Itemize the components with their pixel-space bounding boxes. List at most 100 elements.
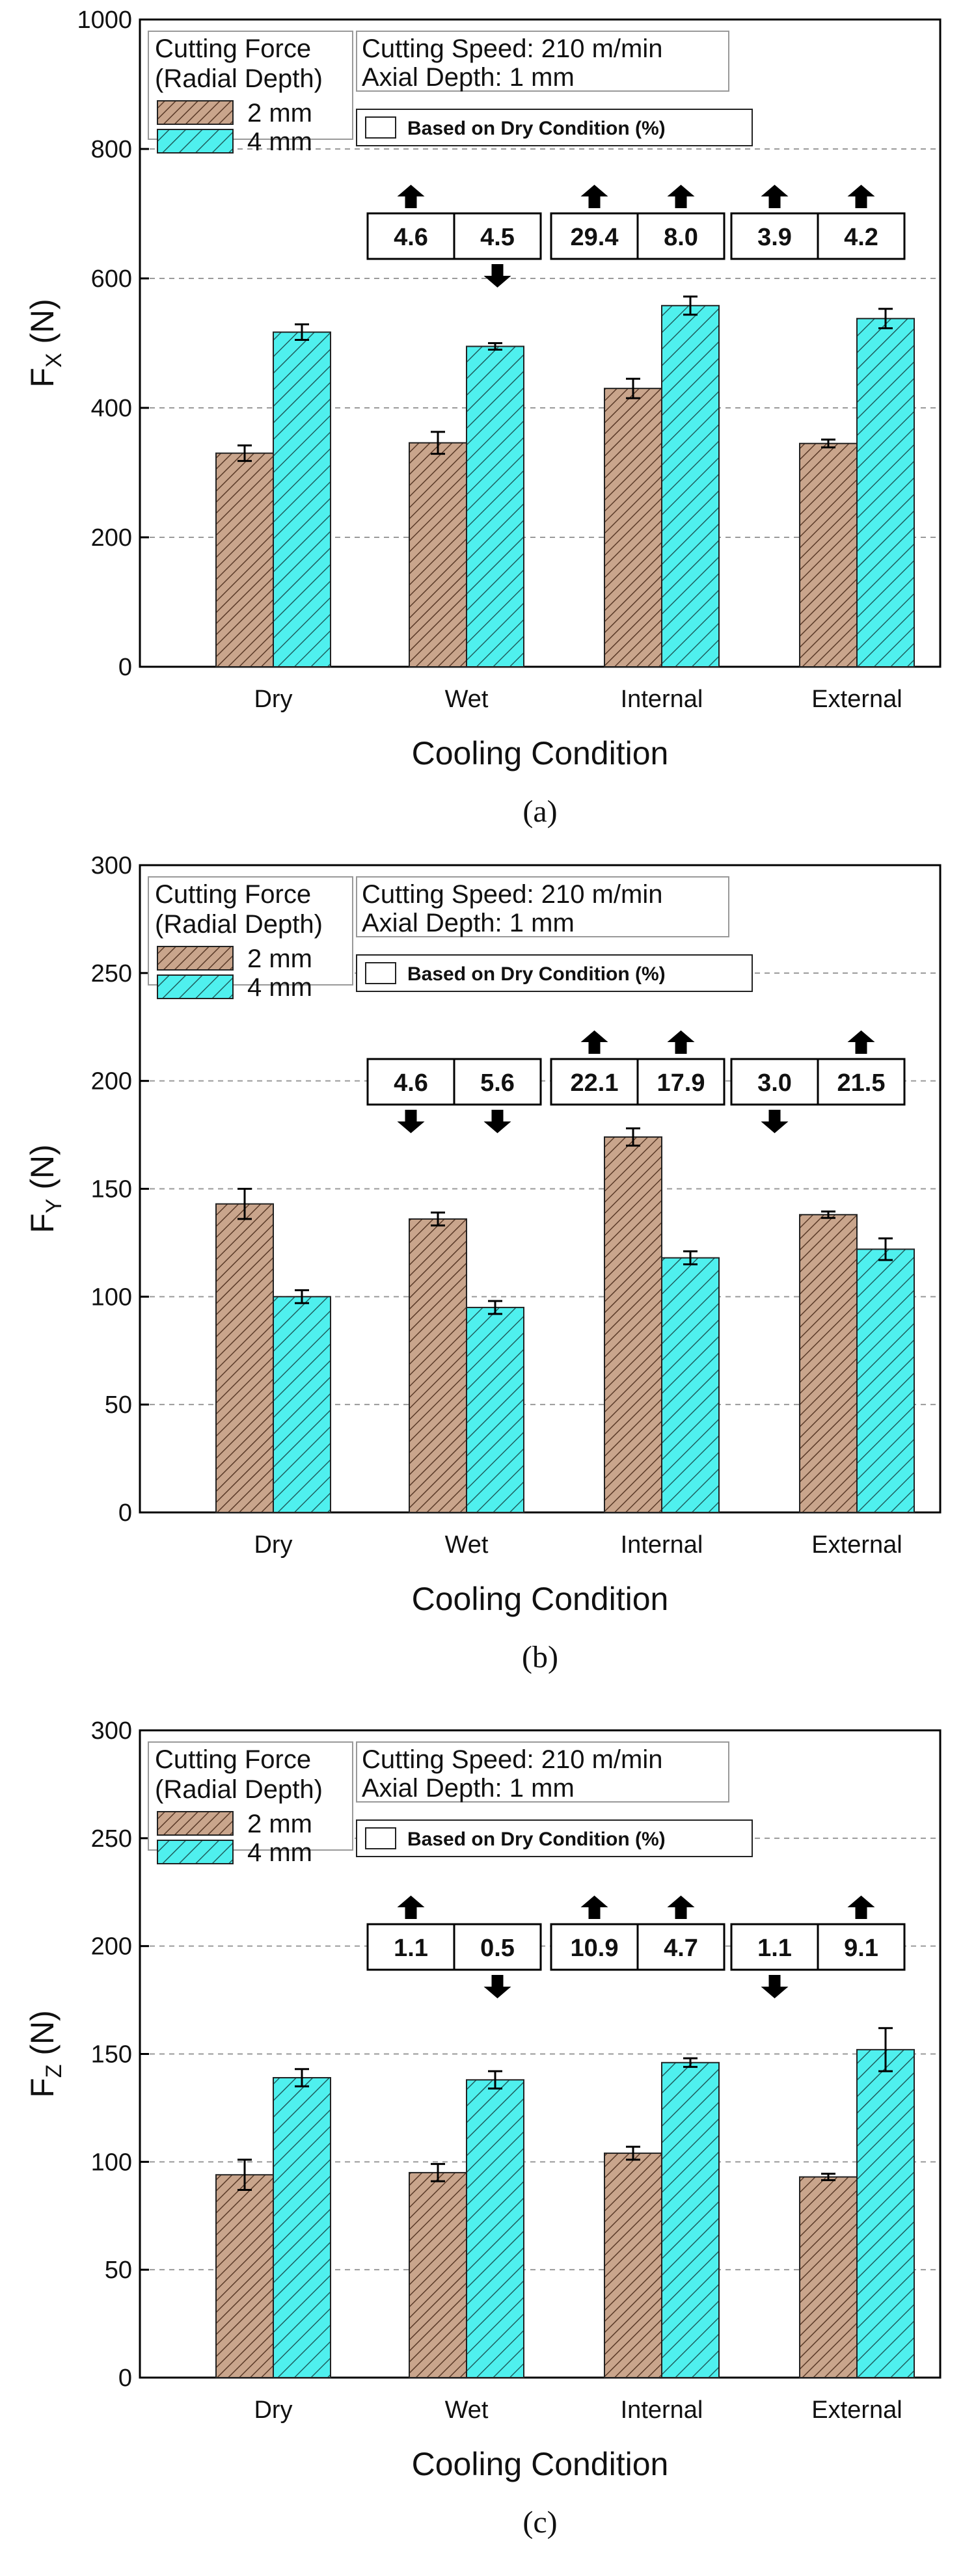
x-axis-title: Cooling Condition <box>412 1581 669 1617</box>
bar-2mm <box>215 2174 274 2378</box>
bar-4mm <box>661 304 720 668</box>
bar-4mm <box>273 2076 331 2378</box>
arrow-down-icon <box>397 1110 425 1133</box>
x-axis-title: Cooling Condition <box>412 735 669 771</box>
based-on-label: Based on Dry Condition (%) <box>407 118 666 139</box>
arrow-up-icon <box>667 185 695 208</box>
error-bar <box>488 2070 502 2090</box>
error-bar <box>878 2027 893 2073</box>
condition-axial-depth: Axial Depth: 1 mm <box>362 909 575 937</box>
legend-swatch-2mm <box>157 1811 234 1836</box>
arrow-up-icon <box>847 1030 875 1054</box>
y-axis-title: FY (N) <box>24 1144 66 1233</box>
x-tick-label: Internal <box>621 686 703 713</box>
error-bar <box>683 2057 698 2068</box>
bar-4mm <box>273 1296 331 1513</box>
percent-change-value: 4.2 <box>844 224 878 251</box>
bar-2mm <box>799 1214 858 1513</box>
y-tick-label: 200 <box>91 1068 132 1095</box>
conditions-box <box>356 876 729 937</box>
y-axis-title: FZ (N) <box>24 2010 66 2098</box>
x-tick-label: Wet <box>445 1531 489 1559</box>
legend-label-4mm: 4 mm <box>247 1838 312 1867</box>
bar-4mm <box>466 345 524 667</box>
error-bar <box>821 2173 835 2182</box>
figure-c: 0 50 100 150 200 250 300 FZ (N) Dry Wet Internal Ex… <box>0 1711 976 2556</box>
legend-label-2mm: 2 mm <box>247 945 312 973</box>
x-tick-label: External <box>811 2396 902 2424</box>
bar-2mm <box>215 452 274 668</box>
percent-change-cell <box>366 1923 455 1971</box>
bar-4mm <box>856 2048 915 2378</box>
bar-4mm <box>856 317 915 667</box>
percent-change-value: 17.9 <box>657 1069 705 1097</box>
y-tick-label: 600 <box>91 265 132 293</box>
legend-title-line1: Cutting Force <box>155 1745 311 1774</box>
figure-caption: (c) <box>522 2505 557 2540</box>
error-bar <box>821 438 835 449</box>
figure-b: 0 50 100 150 200 250 300 FY (N) Dry Wet Internal Ex… <box>0 846 976 1691</box>
bar-2mm <box>799 442 858 667</box>
arrow-up-icon <box>761 185 789 208</box>
x-tick-label: Dry <box>254 2396 292 2424</box>
y-tick-label: 0 <box>118 1499 132 1527</box>
legend-swatch-4mm <box>157 974 234 999</box>
legend-title-line2: (Radial Depth) <box>155 1775 323 1804</box>
y-tick-label: 0 <box>118 2365 132 2392</box>
bar-2mm <box>409 1218 467 1514</box>
percent-change-cell <box>366 1058 455 1106</box>
error-bar <box>878 308 893 330</box>
error-bar <box>237 1188 252 1220</box>
x-axis-title: Cooling Condition <box>412 2446 669 2482</box>
percent-change-cell <box>453 212 542 260</box>
y-tick-label: 300 <box>91 1717 132 1745</box>
based-on-swatch <box>365 962 396 984</box>
legend-title-line2: (Radial Depth) <box>155 64 323 93</box>
percent-change-value: 8.0 <box>664 224 698 251</box>
percent-change-value: 3.9 <box>757 224 792 251</box>
percent-change-value: 4.6 <box>394 1069 428 1097</box>
legend-label-2mm: 2 mm <box>247 99 312 127</box>
y-tick-label: 0 <box>118 654 132 681</box>
y-tick-label: 250 <box>91 960 132 987</box>
chart-svg: 0 200 400 600 800 1000 FX (N) Dry Wet Internal Ext… <box>24 7 942 829</box>
percent-change-value: 4.6 <box>394 224 428 251</box>
error-bar <box>683 295 698 316</box>
based-on-box <box>356 1819 753 1857</box>
bar-2mm <box>799 2176 858 2378</box>
y-tick-label: 250 <box>91 1825 132 1853</box>
legend-title-line2: (Radial Depth) <box>155 910 323 939</box>
legend-swatch-4mm <box>157 1840 234 1864</box>
percent-change-cell <box>730 1923 819 1971</box>
percent-change-value: 3.0 <box>757 1069 792 1097</box>
percent-change-cell <box>453 1058 542 1106</box>
percent-change-cell <box>636 1058 725 1106</box>
percent-change-value: 4.7 <box>664 1935 698 1962</box>
based-on-label: Based on Dry Condition (%) <box>407 963 666 985</box>
percent-change-cell <box>817 212 906 260</box>
y-tick-label: 100 <box>91 2149 132 2176</box>
figure-caption: (b) <box>522 1640 558 1674</box>
error-bar <box>295 2068 309 2087</box>
percent-change-cell <box>817 1923 906 1971</box>
error-bar <box>626 2145 640 2161</box>
legend-label-4mm: 4 mm <box>247 127 312 156</box>
arrow-up-icon <box>580 1896 608 1919</box>
chart-svg: 0 50 100 150 200 250 300 FY (N) Dry Wet Internal Ex… <box>24 852 942 1674</box>
bar-4mm <box>856 1248 915 1513</box>
error-bar <box>626 377 640 399</box>
arrow-down-icon <box>761 1975 789 1998</box>
arrow-up-icon <box>667 1030 695 1054</box>
error-bar <box>237 2158 252 2191</box>
error-bar <box>488 342 502 351</box>
arrow-up-icon <box>580 1030 608 1054</box>
arrow-up-icon <box>397 1896 425 1919</box>
percent-change-value: 1.1 <box>757 1935 792 1962</box>
error-bar <box>295 1289 309 1304</box>
error-bar <box>878 1237 893 1261</box>
bar-4mm <box>466 1306 524 1514</box>
conditions-box <box>356 1741 729 1803</box>
bar-4mm <box>661 1257 720 1514</box>
bar-2mm <box>604 2153 662 2378</box>
based-on-box <box>356 109 753 146</box>
